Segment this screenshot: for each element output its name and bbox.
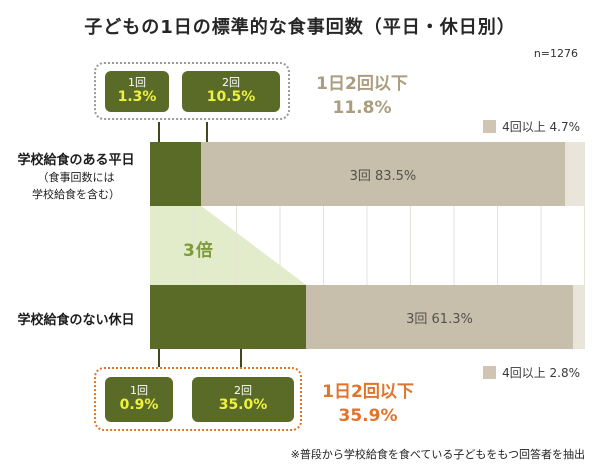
holiday-segment-4plusmeals: [572, 285, 585, 349]
bar-weekday: 3回 83.5%: [150, 142, 585, 206]
weekday-lowmeal-callout: 1回 1.3% 2回 10.5%: [94, 62, 290, 120]
holiday-legend-4plus: 4回以上 2.8%: [483, 364, 580, 381]
holiday-lowmeal-callout: 1回 0.9% 2回 35.0%: [94, 367, 302, 431]
connector-line: [240, 349, 242, 367]
gridline-strip: [150, 206, 585, 285]
holiday-2meal-pill: 2回 35.0%: [192, 377, 294, 422]
weekday-summary-label: 1日2回以下: [316, 74, 408, 94]
holiday-summary: 1日2回以下 35.9%: [302, 381, 434, 429]
weekday-note-line2: 学校給食を含む）: [32, 188, 120, 202]
connector-line: [158, 122, 160, 142]
connector-line: [206, 122, 208, 142]
holiday-3meals-label: 3回 61.3%: [406, 311, 473, 327]
holiday-1meal-value: 0.9%: [119, 397, 159, 414]
weekday-note-line1: （食事回数には: [37, 171, 115, 184]
weekday-segment-1-2meals: [150, 142, 202, 206]
weekday-legend-label: 4回以上 4.7%: [502, 120, 580, 134]
holiday-1meal-pill: 1回 0.9%: [105, 377, 173, 422]
holiday-segment-1-2meals: [150, 285, 307, 349]
holiday-category-label: 学校給食のない休日: [17, 313, 135, 328]
weekday-summary-value: 11.8%: [332, 97, 392, 118]
holiday-summary-value: 35.9%: [338, 405, 398, 426]
holiday-2meal-label: 2回: [234, 384, 252, 398]
holiday-segment-3meals: 3回 61.3%: [306, 285, 573, 349]
weekday-1meal-pill: 1回 1.3%: [105, 71, 169, 112]
multiplier-label: 3倍: [183, 241, 214, 261]
weekday-1meal-label: 1回: [128, 76, 146, 90]
holiday-2meal-value: 35.0%: [218, 397, 268, 414]
weekday-2meal-label: 2回: [222, 76, 240, 90]
holiday-1meal-label: 1回: [130, 384, 148, 398]
legend-swatch-icon: [483, 120, 497, 133]
weekday-1meal-value: 1.3%: [117, 89, 157, 106]
footnote: ※普段から学校給食を食べている子どもをもつ回答者を抽出: [290, 448, 585, 461]
weekday-2meal-pill: 2回 10.5%: [182, 71, 280, 112]
weekday-segment-4plusmeals: [564, 142, 585, 206]
weekday-category-label: 学校給食のある平日: [17, 153, 135, 168]
bar-holiday: 3回 61.3%: [150, 285, 585, 349]
weekday-category-note: （食事回数には 学校給食を含む）: [4, 169, 148, 203]
weekday-legend-4plus: 4回以上 4.7%: [483, 118, 580, 135]
holiday-legend-label: 4回以上 2.8%: [502, 366, 580, 380]
page-title: 子どもの1日の標準的な食事回数（平日・休日別）: [84, 17, 516, 38]
holiday-summary-label: 1日2回以下: [322, 382, 414, 402]
legend-swatch-icon: [483, 366, 497, 379]
connector-line: [158, 349, 160, 367]
sample-size-label: n=1276: [533, 47, 578, 60]
weekday-summary: 1日2回以下 11.8%: [296, 73, 428, 121]
weekday-3meals-label: 3回 83.5%: [349, 168, 417, 184]
weekday-segment-3meals: 3回 83.5%: [201, 142, 565, 206]
weekday-2meal-value: 10.5%: [206, 89, 256, 106]
